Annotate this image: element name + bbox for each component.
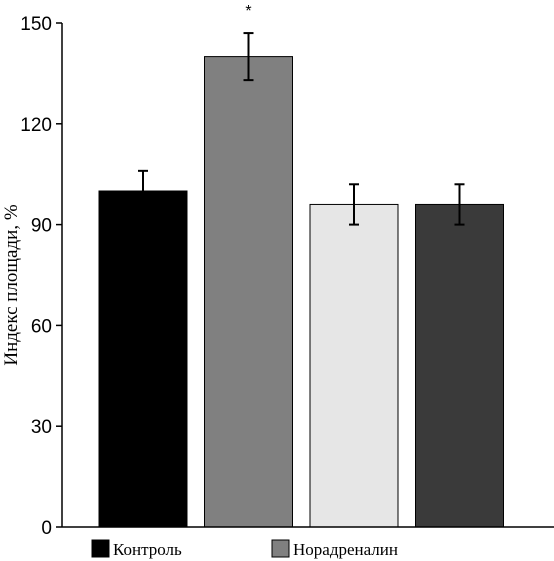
legend-swatch (91, 539, 110, 558)
legend-label: Норадреналин (293, 540, 398, 559)
bar-1 (98, 190, 188, 528)
y-axis: 0 30 60 90 120 150 (20, 14, 63, 539)
significance-marker: * (245, 3, 251, 20)
legend-swatch (271, 539, 290, 558)
y-axis-title: Индекс площади, % (1, 204, 22, 365)
bar-3 (309, 203, 399, 528)
bars-group (98, 56, 504, 528)
error-bars-group (138, 32, 465, 226)
error-bar-3 (349, 183, 359, 226)
error-bar-2 (243, 32, 254, 82)
error-bar-4 (454, 183, 465, 226)
legend-label: Контроль (113, 540, 182, 559)
bar-4 (415, 203, 504, 528)
bar-2 (204, 56, 293, 528)
annotations-group: * (245, 3, 251, 20)
y-tick-label: 0 (41, 518, 52, 539)
y-tick-label: 30 (31, 417, 52, 438)
legend-item-2: Норадреналин (271, 539, 398, 559)
legend: Контроль Норадреналин (91, 539, 398, 559)
y-tick-label: 90 (31, 216, 52, 237)
y-tick-label: 60 (31, 316, 52, 337)
error-bar-1 (138, 169, 148, 213)
y-tick-label: 150 (20, 14, 52, 35)
legend-item-1: Контроль (91, 539, 182, 559)
y-tick-label: 120 (20, 115, 52, 136)
